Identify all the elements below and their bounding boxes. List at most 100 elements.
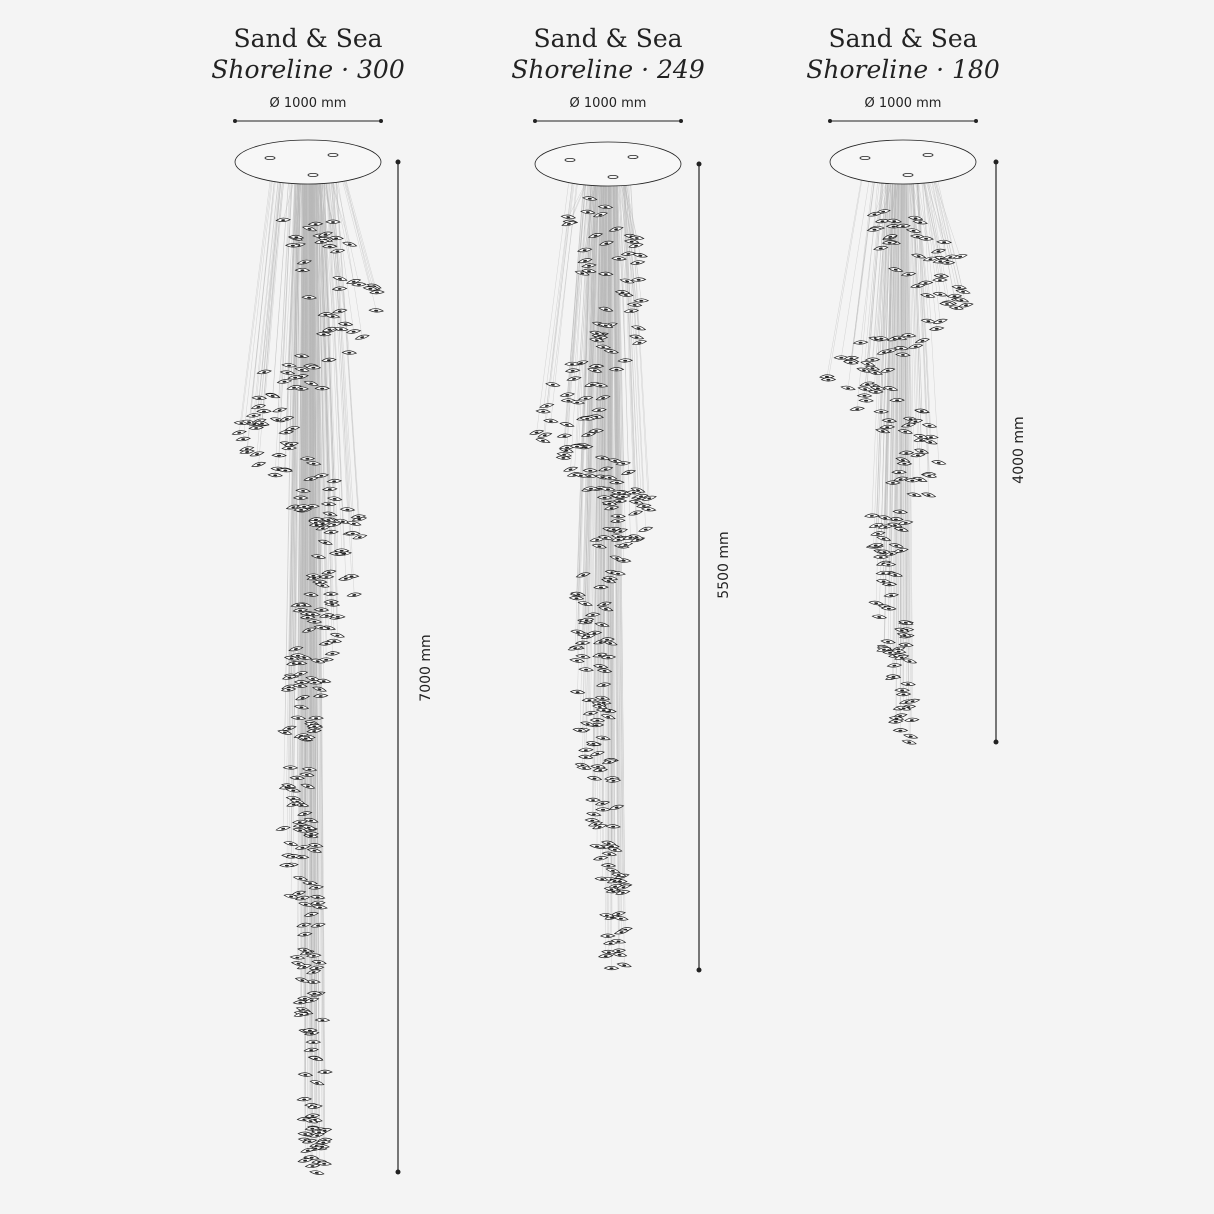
pendant-light	[317, 539, 333, 545]
pendant-light	[603, 505, 620, 511]
pendant-light	[576, 765, 592, 770]
pendant-light	[893, 476, 909, 482]
pendant-light	[598, 271, 614, 276]
pendant-light	[951, 284, 967, 290]
pendant-light	[585, 741, 602, 746]
diameter-label: Ø 1000 mm	[864, 96, 942, 111]
pendant-light	[843, 355, 860, 361]
pendant-light	[589, 751, 605, 756]
pendant-light	[277, 468, 294, 473]
pendant-light	[292, 827, 308, 833]
pendant-light	[285, 795, 302, 801]
pendant-light	[597, 953, 614, 959]
pendant-light	[896, 461, 913, 466]
pendant-light	[326, 638, 343, 644]
pendant-light	[893, 548, 909, 553]
pendant-light	[292, 819, 308, 825]
pendant-light	[894, 687, 910, 693]
pendant-light	[953, 297, 970, 303]
product-title: Sand & Sea	[233, 24, 383, 53]
pendant-light	[870, 385, 886, 391]
pendant-light	[283, 841, 299, 846]
pendant-light	[898, 620, 914, 625]
pendant-light	[620, 251, 637, 256]
pendant-light	[896, 632, 913, 638]
pendant-light	[879, 424, 896, 430]
pendant-light	[615, 890, 631, 895]
pendant-light	[592, 212, 608, 218]
pendant-light	[905, 698, 921, 704]
pendant-light	[594, 800, 611, 806]
pendant-light	[593, 664, 609, 669]
pendant-light	[279, 416, 295, 422]
pendant-light	[595, 735, 611, 741]
pendant-light	[575, 572, 591, 578]
diameter-dimension	[233, 119, 383, 123]
pendant-light	[591, 543, 607, 549]
pendant-light	[892, 728, 909, 733]
pendant-cluster	[529, 196, 657, 971]
pendant-light	[251, 461, 267, 467]
pendant-light	[320, 517, 337, 523]
pendant-light	[897, 429, 913, 434]
pendant-light	[339, 507, 356, 512]
pendant-light	[313, 607, 330, 612]
pendant-light	[864, 365, 881, 371]
pendant-light	[555, 455, 572, 460]
pendant-light	[288, 646, 304, 652]
pendant-light	[566, 376, 582, 381]
product-shoreline-300: Sand & Sea Shoreline · 300 Ø 1000 mm 700…	[128, 0, 488, 1214]
pendant-light	[932, 277, 948, 282]
pendant-light	[294, 895, 311, 901]
pendant-light	[559, 422, 575, 427]
pendant-light	[326, 522, 342, 527]
pendant-light	[310, 922, 326, 928]
pendant-light	[875, 570, 892, 576]
pendant-light	[568, 595, 585, 601]
pendant-light	[921, 473, 938, 478]
pendant-light	[628, 499, 644, 505]
pendant-light	[323, 591, 339, 596]
pendant-light	[596, 495, 613, 500]
pendant-light	[306, 969, 322, 975]
pendant-light	[601, 578, 617, 584]
pendant-light	[600, 863, 617, 868]
pendant-light	[311, 1129, 327, 1135]
pendant-light	[583, 486, 599, 491]
pendant-light	[291, 890, 307, 896]
pendant-light	[333, 326, 349, 332]
pendant-light	[640, 507, 657, 512]
pendant-light	[287, 375, 303, 380]
pendant-light	[299, 615, 316, 620]
pendant-light	[346, 279, 362, 284]
pendant-light	[958, 302, 974, 308]
pendant-light	[308, 885, 324, 890]
pendant-light	[904, 717, 920, 722]
ceiling-canopy	[234, 139, 382, 185]
pendant-light	[933, 273, 950, 278]
pendant-light	[608, 226, 624, 232]
pendant-light	[939, 301, 955, 306]
pendant-light	[593, 585, 609, 590]
pendant-light	[592, 383, 609, 388]
pendant-light	[588, 428, 604, 433]
pendant-light	[587, 233, 604, 239]
pendant-light	[595, 395, 611, 401]
pendant-light	[587, 821, 604, 827]
pendant-light	[578, 617, 595, 623]
pendant-light	[610, 518, 626, 523]
pendant-light	[311, 686, 328, 692]
pendant-light	[589, 337, 605, 343]
pendant-light	[579, 416, 596, 421]
pendant-light	[301, 295, 317, 300]
pendant-light	[276, 379, 293, 384]
pendant-light	[293, 680, 310, 685]
pendant-light	[560, 214, 577, 220]
pendant-light	[868, 523, 884, 528]
pendant-light	[305, 461, 322, 466]
pendant-light	[612, 528, 628, 534]
pendant-light	[598, 606, 614, 612]
pendant-light	[308, 965, 325, 970]
pendant-light	[310, 658, 326, 664]
pendant-light	[877, 524, 894, 530]
